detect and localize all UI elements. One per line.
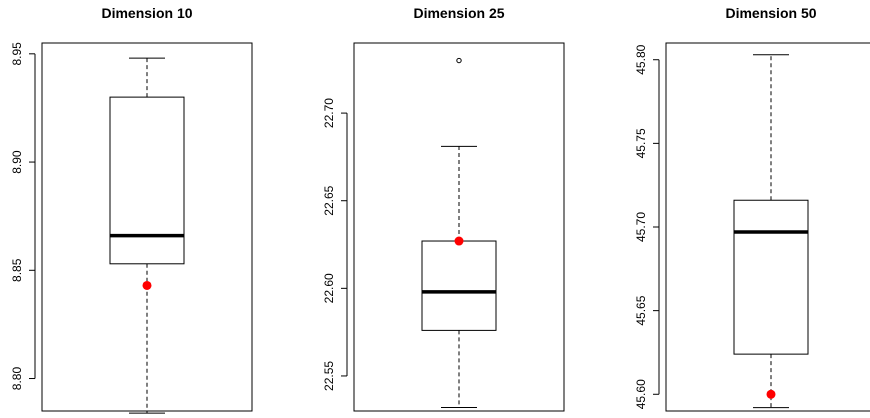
iqr-box — [733, 199, 809, 355]
y-tick-label: 45.60 — [634, 379, 648, 409]
chart-title: Dimension 10 — [101, 5, 192, 21]
chart-title: Dimension 25 — [413, 5, 504, 21]
y-tick-label: 45.80 — [634, 44, 648, 74]
y-tick-label: 45.75 — [634, 128, 648, 158]
boxplot-panel-1: Dimension 10 8.80 8.85 8.90 8.95 — [10, 5, 253, 414]
y-tick-label: 8.80 — [10, 367, 24, 391]
y-tick-label: 8.85 — [10, 258, 24, 282]
outlier-point — [456, 57, 462, 64]
iqr-box — [421, 240, 497, 331]
boxplot-panel-2: Dimension 25 22.55 22.60 22.65 22.70 — [322, 5, 565, 412]
highlight-point — [454, 236, 464, 246]
plot-frame — [665, 42, 870, 412]
chart-title: Dimension 50 — [725, 5, 816, 21]
y-tick-label: 22.55 — [322, 361, 336, 391]
y-tick-label: 8.90 — [10, 150, 24, 174]
plot-frame — [353, 42, 565, 412]
y-tick-label: 22.60 — [322, 273, 336, 303]
highlight-point — [766, 389, 776, 399]
y-tick-label: 45.65 — [634, 295, 648, 325]
boxplot-panel-3: Dimension 50 45.60 45.65 45.70 45.75 45.80 — [634, 5, 870, 412]
y-tick-label: 45.70 — [634, 212, 648, 242]
y-tick-label: 8.95 — [10, 42, 24, 66]
iqr-box — [109, 96, 185, 265]
highlight-point — [142, 280, 152, 290]
y-tick-label: 22.65 — [322, 185, 336, 215]
y-tick-label: 22.70 — [322, 98, 336, 128]
